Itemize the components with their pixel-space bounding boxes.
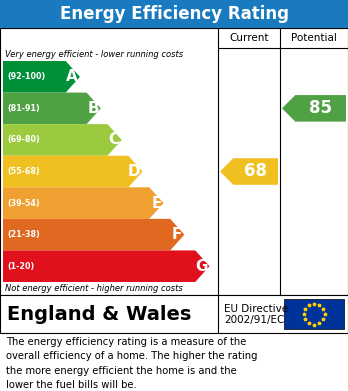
Polygon shape: [3, 93, 101, 124]
Bar: [284, 299, 344, 329]
Text: E: E: [151, 196, 161, 211]
Bar: [0, 295, 348, 333]
Text: 85: 85: [309, 99, 332, 117]
Text: D: D: [128, 164, 141, 179]
Text: B: B: [87, 101, 99, 116]
Text: (92-100): (92-100): [7, 72, 45, 81]
Text: Potential: Potential: [291, 33, 337, 43]
Text: A: A: [66, 69, 78, 84]
Text: 2002/91/EC: 2002/91/EC: [224, 315, 284, 325]
Polygon shape: [3, 61, 80, 93]
Text: 68: 68: [244, 163, 267, 181]
Text: (39-54): (39-54): [7, 199, 40, 208]
Polygon shape: [3, 156, 143, 187]
Text: The energy efficiency rating is a measure of the
overall efficiency of a home. T: The energy efficiency rating is a measur…: [6, 337, 258, 390]
Bar: [0, 28, 348, 295]
Text: (81-91): (81-91): [7, 104, 40, 113]
Text: Energy Efficiency Rating: Energy Efficiency Rating: [60, 5, 288, 23]
Polygon shape: [3, 219, 184, 250]
Text: (55-68): (55-68): [7, 167, 40, 176]
Text: Current: Current: [229, 33, 269, 43]
Text: (69-80): (69-80): [7, 135, 40, 144]
Bar: [0, 0, 348, 28]
Polygon shape: [220, 158, 278, 185]
Text: G: G: [195, 259, 207, 274]
Text: (21-38): (21-38): [7, 230, 40, 239]
Polygon shape: [3, 250, 209, 282]
Polygon shape: [3, 124, 122, 156]
Text: F: F: [172, 227, 182, 242]
Text: C: C: [109, 133, 120, 147]
Polygon shape: [282, 95, 346, 122]
Polygon shape: [3, 187, 164, 219]
Text: EU Directive: EU Directive: [224, 304, 288, 314]
Text: Very energy efficient - lower running costs: Very energy efficient - lower running co…: [5, 50, 183, 59]
Text: (1-20): (1-20): [7, 262, 34, 271]
Text: England & Wales: England & Wales: [7, 305, 191, 323]
Text: Not energy efficient - higher running costs: Not energy efficient - higher running co…: [5, 284, 183, 293]
